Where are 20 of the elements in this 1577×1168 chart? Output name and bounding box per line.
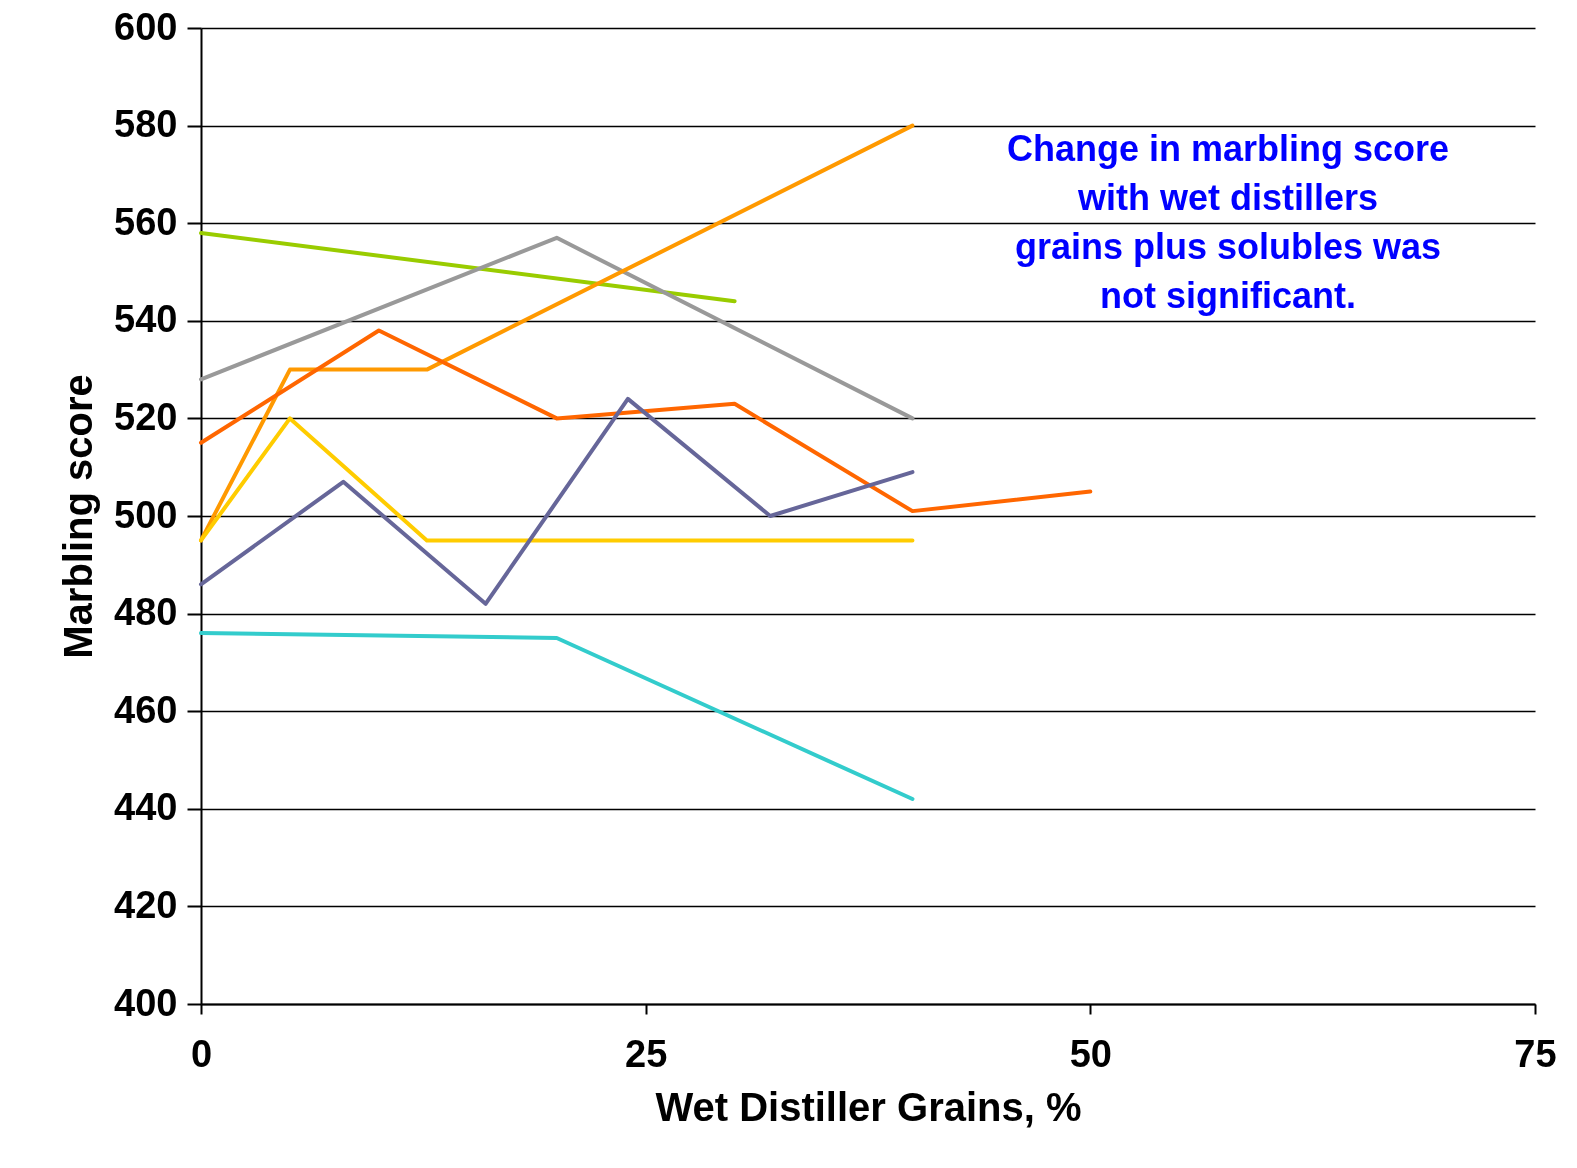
annotation: Change in marbling score with wet distillers grains plus solubles was not significant. [1006,128,1450,316]
x-tick-label: 50 [1069,1032,1112,1075]
y-tick-label: 600 [114,5,178,48]
y-tick-label: 480 [114,591,178,634]
x-tick-label: 75 [1514,1032,1557,1075]
y-axis-title: Marbling score [56,374,101,659]
y-tick-label: 440 [114,786,178,829]
y-tick-label: 540 [114,298,178,341]
line-series [199,396,915,606]
y-tick-label: 420 [114,883,178,926]
y-tick-label: 580 [114,103,178,146]
x-axis-title: Wet Distiller Grains, % [655,1084,1082,1129]
y-tick-label: 500 [114,493,178,536]
x-tick-label: 25 [625,1032,668,1075]
x-tick-label: 0 [190,1032,213,1075]
y-tick-label: 460 [114,688,178,731]
y-tick-label: 400 [114,981,178,1024]
y-tick-label: 560 [114,200,178,243]
y-tick-label: 520 [114,395,178,438]
line-series [199,328,1093,514]
